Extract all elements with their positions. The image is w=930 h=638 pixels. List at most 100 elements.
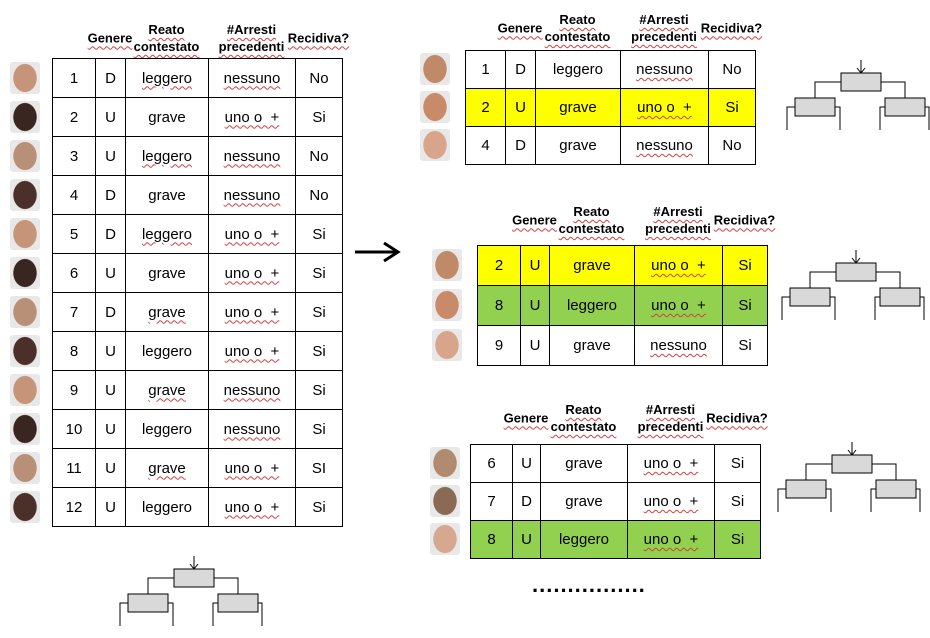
tree-icon [782,250,924,320]
table-cell: Si [714,482,761,521]
table-cell: leggero [125,409,209,449]
table-cell: uno o + [634,245,723,286]
cell-text: uno o + [224,498,280,516]
table-cell: 2 [477,245,521,286]
column-header: Genere [87,30,133,46]
cell-text: grave [565,455,603,472]
cell-text: D [105,303,116,321]
cell-text: leggero [141,498,193,516]
table-cell: U [95,331,126,371]
table-cell: 12 [52,487,96,527]
table-cell: D [95,214,126,254]
table-cell: U [95,253,126,293]
table-cell: uno o + [620,88,709,127]
table-cell: U [95,448,126,488]
tree-icon [120,556,262,626]
table-cell: Si [714,444,761,483]
table-cell: 1 [52,58,96,98]
cell-text: No [309,147,329,165]
table-cell: No [708,126,756,165]
table-cell: 8 [470,520,513,559]
face-photo [10,373,40,406]
column-header: Recidiva? [706,410,768,426]
table-cell: Si [295,370,343,410]
cell-text: leggero [552,61,604,78]
cell-text: grave [559,137,597,154]
cell-text: SI [311,459,327,477]
cell-text: leggero [141,420,193,438]
cell-text: leggero [141,69,193,87]
cell-text: 4 [69,186,79,204]
cell-text: U [105,147,116,165]
cell-text: U [529,297,541,314]
cell-text: 12 [65,498,83,516]
face-photo [10,334,40,367]
cell-text: U [105,342,116,360]
face-photo [10,139,40,172]
cell-text: Si [725,99,739,116]
column-header: #Arresti precedenti [218,22,285,54]
table-cell: No [295,58,343,98]
cell-text: uno o + [224,108,280,126]
column-header: #Arresti precedenti [637,402,704,434]
table-cell: 8 [477,285,521,326]
table-cell: U [520,285,550,326]
table-cell: 7 [52,292,96,332]
column-header: Recidiva? [287,30,350,46]
table-cell: leggero [125,136,209,176]
table-cell: nessuno [620,50,709,89]
cell-text: Si [738,337,752,354]
cell-text: No [722,61,742,78]
face-photo [10,217,40,250]
face-photo [432,249,462,281]
table-cell: 4 [52,175,96,215]
table-cell: uno o + [208,487,296,527]
tree-icon [787,60,929,130]
face-photo [430,485,460,517]
column-header: Reato contestato [133,22,200,54]
face-photo [430,523,460,555]
face-photo [10,178,40,211]
cell-text: D [515,137,526,154]
table-cell: nessuno [208,58,296,98]
cell-text: 2 [494,257,504,274]
cell-text: 8 [69,342,79,360]
cell-text: nessuno [223,186,281,204]
cell-text: Si [312,264,326,282]
cell-text: No [722,137,742,154]
face-photo [432,329,462,361]
table-cell: uno o + [208,292,296,332]
cell-text: leggero [558,531,610,548]
table-cell: 10 [52,409,96,449]
table-cell: grave [549,325,635,366]
cell-text: 7 [487,493,496,510]
table-cell: Si [295,409,343,449]
face-photo [432,289,462,321]
cell-text: 10 [65,420,83,438]
tree-icon [778,442,920,512]
face-photo [420,53,450,85]
cell-text: U [529,257,541,274]
cell-text: Si [312,225,326,243]
cell-text: Si [312,108,326,126]
cell-text: uno o + [224,225,280,243]
cell-text: 2 [481,99,490,116]
cell-text: D [105,225,116,243]
table-cell: nessuno [208,175,296,215]
table-cell: U [520,325,550,366]
column-header: Genere [503,410,549,426]
table-cell: D [505,126,536,165]
table-cell: leggero [125,58,209,98]
table-cell: grave [125,448,209,488]
table-cell: Si [708,88,756,127]
table-cell: D [505,50,536,89]
cell-text: grave [148,381,186,399]
cell-text: Si [730,455,745,472]
table-cell: U [520,245,550,286]
table-cell: Si [295,97,343,137]
cell-text: 8 [494,297,504,314]
table-cell: uno o + [208,331,296,371]
table-cell: D [95,58,126,98]
